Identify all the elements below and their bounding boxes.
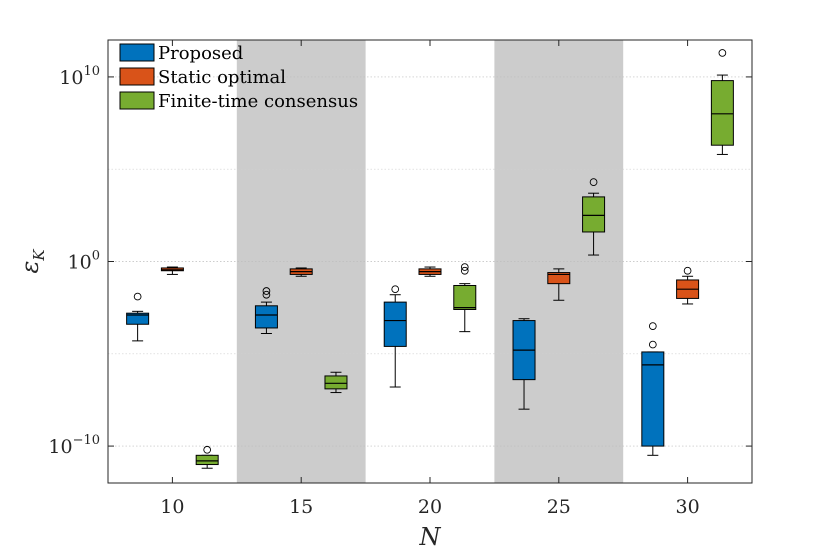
outlier-point xyxy=(683,266,692,275)
legend-label: Proposed xyxy=(158,43,243,64)
box-finite-time-consensus-25 xyxy=(582,178,606,256)
box-iqr xyxy=(254,305,278,329)
box-iqr xyxy=(582,196,606,233)
box-finite-time-consensus-15 xyxy=(324,371,348,394)
x-tick-label: 10 xyxy=(160,496,184,518)
y-tick-label: 100 xyxy=(68,249,100,274)
box-proposed-30 xyxy=(641,322,665,456)
box-iqr xyxy=(126,312,150,325)
legend-swatch xyxy=(119,43,155,62)
outlier-point xyxy=(648,340,657,349)
box-static-optimal-25 xyxy=(547,268,571,301)
y-tick-label: 10−10 xyxy=(48,433,100,458)
outlier-point xyxy=(648,322,657,330)
y-axis-label: εK xyxy=(16,249,48,274)
x-ticks: 10 15 20 25 30 xyxy=(160,40,700,518)
legend-label: Static optimal xyxy=(158,67,286,88)
box-iqr xyxy=(195,454,219,466)
box-finite-time-consensus-20 xyxy=(453,263,477,333)
y-tick-label: 1010 xyxy=(59,64,100,89)
legend-swatch xyxy=(119,67,155,86)
box-iqr xyxy=(453,284,477,310)
box-static-optimal-20 xyxy=(418,266,442,277)
box-iqr xyxy=(710,80,734,146)
box-proposed-25 xyxy=(512,318,536,410)
box-proposed-20 xyxy=(383,285,407,388)
x-tick-label: 20 xyxy=(418,496,442,518)
x-tick-label: 15 xyxy=(289,496,313,518)
legend: Proposed Static optimal Finite-time consen… xyxy=(119,43,358,112)
outlier-point xyxy=(262,290,271,299)
box-static-optimal-30 xyxy=(676,266,700,305)
legend-swatch xyxy=(119,91,155,110)
box-iqr xyxy=(383,301,407,347)
box-series xyxy=(126,49,734,469)
box-static-optimal-15 xyxy=(289,267,313,277)
legend-label: Finite-time consensus xyxy=(158,91,358,112)
outlier-point xyxy=(460,263,469,271)
box-proposed-10 xyxy=(126,292,150,342)
outlier-point xyxy=(391,285,400,294)
box-iqr xyxy=(324,375,348,390)
box-iqr xyxy=(641,351,665,447)
outlier-point xyxy=(589,178,598,186)
box-finite-time-consensus-10 xyxy=(195,445,219,469)
x-axis-label: N xyxy=(419,523,442,551)
x-tick-label: 30 xyxy=(676,496,700,518)
y-ticks: 1010 100 10−10 xyxy=(48,64,752,458)
box-iqr xyxy=(547,272,571,285)
outlier-point xyxy=(262,287,271,295)
box-finite-time-consensus-30 xyxy=(710,49,734,155)
outlier-point xyxy=(133,292,142,301)
box-proposed-15 xyxy=(254,287,278,334)
box-static-optimal-10 xyxy=(160,266,184,275)
outlier-point xyxy=(718,49,727,57)
x-tick-label: 25 xyxy=(547,496,571,518)
shaded-band-25 xyxy=(494,40,624,483)
outlier-point xyxy=(460,266,469,275)
outlier-point xyxy=(203,445,212,454)
